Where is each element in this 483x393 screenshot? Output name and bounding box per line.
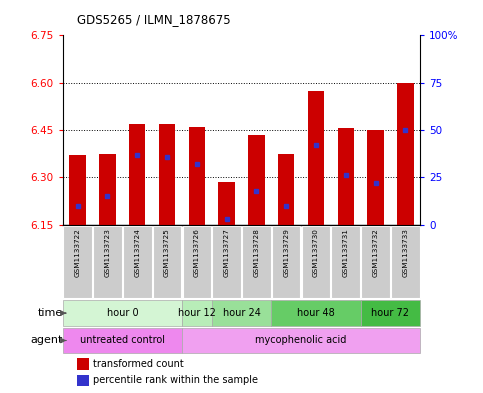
Bar <box>77 375 89 386</box>
FancyBboxPatch shape <box>302 226 330 298</box>
Bar <box>218 182 235 225</box>
Text: GSM1133723: GSM1133723 <box>104 228 111 277</box>
FancyBboxPatch shape <box>331 226 360 298</box>
FancyBboxPatch shape <box>63 301 182 326</box>
FancyBboxPatch shape <box>213 226 241 298</box>
Text: GSM1133728: GSM1133728 <box>254 228 259 277</box>
Text: GDS5265 / ILMN_1878675: GDS5265 / ILMN_1878675 <box>77 13 231 26</box>
Bar <box>159 124 175 225</box>
Text: GSM1133727: GSM1133727 <box>224 228 229 277</box>
Text: GSM1133724: GSM1133724 <box>134 228 140 277</box>
Text: GSM1133722: GSM1133722 <box>75 228 81 277</box>
Bar <box>397 83 413 225</box>
Bar <box>308 90 324 225</box>
FancyBboxPatch shape <box>182 301 212 326</box>
Text: GSM1133733: GSM1133733 <box>402 228 408 277</box>
FancyBboxPatch shape <box>361 301 420 326</box>
FancyBboxPatch shape <box>63 328 182 353</box>
Bar <box>338 129 354 225</box>
FancyBboxPatch shape <box>153 226 181 298</box>
Bar <box>278 154 294 225</box>
FancyBboxPatch shape <box>272 226 300 298</box>
Bar <box>70 155 86 225</box>
Text: GSM1133732: GSM1133732 <box>372 228 379 277</box>
Text: agent: agent <box>30 336 63 345</box>
Text: hour 72: hour 72 <box>371 308 410 318</box>
Bar <box>77 358 89 370</box>
FancyBboxPatch shape <box>271 301 361 326</box>
Text: percentile rank within the sample: percentile rank within the sample <box>93 375 258 386</box>
Text: GSM1133725: GSM1133725 <box>164 228 170 277</box>
Text: mycophenolic acid: mycophenolic acid <box>256 336 347 345</box>
FancyBboxPatch shape <box>183 226 211 298</box>
Bar <box>189 127 205 225</box>
Text: transformed count: transformed count <box>93 359 184 369</box>
Text: hour 48: hour 48 <box>297 308 335 318</box>
Text: GSM1133729: GSM1133729 <box>283 228 289 277</box>
Bar <box>129 124 145 225</box>
Text: hour 12: hour 12 <box>178 308 216 318</box>
Text: untreated control: untreated control <box>80 336 165 345</box>
FancyBboxPatch shape <box>361 226 390 298</box>
FancyBboxPatch shape <box>391 226 420 298</box>
Text: time: time <box>38 308 63 318</box>
Bar <box>368 130 384 225</box>
Text: hour 24: hour 24 <box>223 308 260 318</box>
FancyBboxPatch shape <box>182 328 420 353</box>
FancyBboxPatch shape <box>123 226 152 298</box>
FancyBboxPatch shape <box>212 301 271 326</box>
Text: hour 0: hour 0 <box>107 308 138 318</box>
FancyBboxPatch shape <box>93 226 122 298</box>
FancyBboxPatch shape <box>63 226 92 298</box>
FancyBboxPatch shape <box>242 226 270 298</box>
Text: GSM1133730: GSM1133730 <box>313 228 319 277</box>
Bar <box>248 135 265 225</box>
Text: GSM1133726: GSM1133726 <box>194 228 200 277</box>
Bar <box>99 154 115 225</box>
Text: GSM1133731: GSM1133731 <box>343 228 349 277</box>
